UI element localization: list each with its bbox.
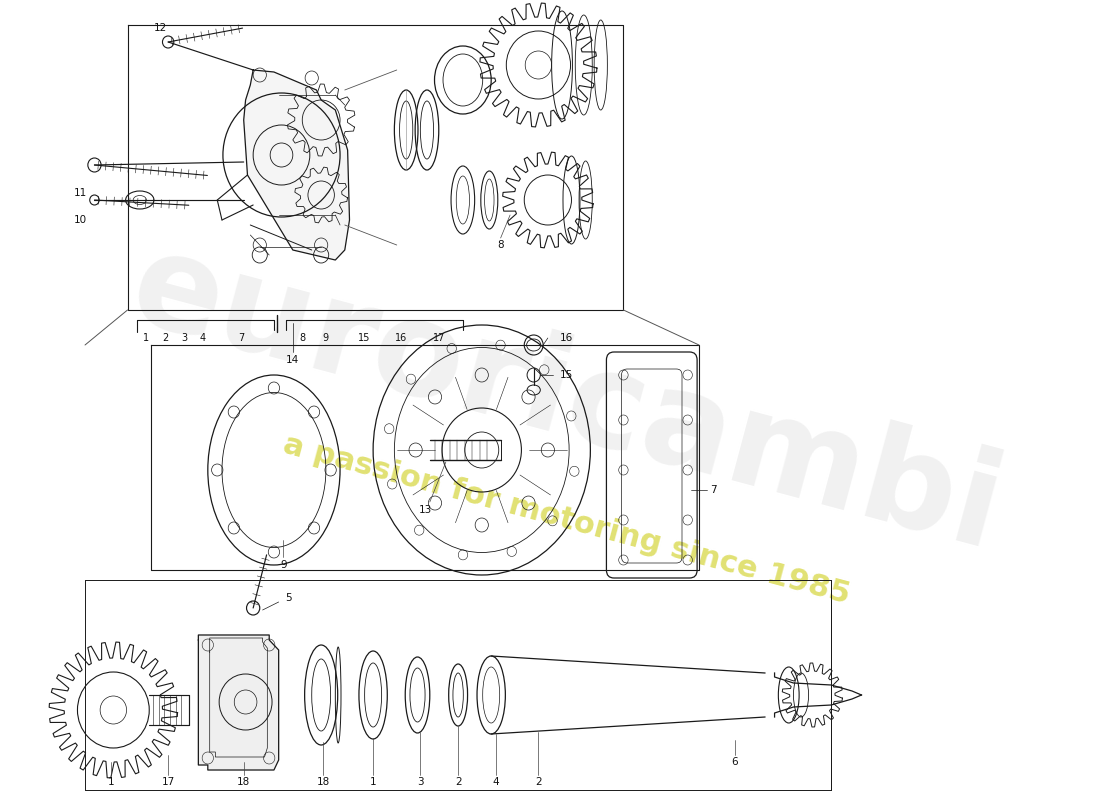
Text: 10: 10 [74, 215, 87, 225]
Text: 16: 16 [395, 333, 408, 343]
Text: 17: 17 [433, 333, 446, 343]
Text: 12: 12 [154, 23, 167, 33]
Text: 7: 7 [710, 485, 716, 495]
Text: 2: 2 [162, 333, 168, 343]
Text: 1: 1 [143, 333, 150, 343]
Text: 8: 8 [299, 333, 306, 343]
Text: 1: 1 [370, 777, 376, 787]
Text: 9: 9 [322, 333, 329, 343]
Text: 8: 8 [497, 240, 504, 250]
Text: 15: 15 [358, 333, 370, 343]
Text: 2: 2 [454, 777, 461, 787]
Text: 1: 1 [108, 777, 114, 787]
Text: 6: 6 [732, 757, 738, 767]
Text: 17: 17 [162, 777, 175, 787]
Text: 5: 5 [285, 593, 292, 603]
Text: 11: 11 [74, 188, 87, 198]
Text: euroricambi: euroricambi [119, 223, 1015, 577]
Text: 7: 7 [238, 333, 244, 343]
Polygon shape [198, 635, 278, 770]
Text: 4: 4 [200, 333, 206, 343]
Polygon shape [244, 70, 350, 260]
Text: 14: 14 [286, 355, 299, 365]
Text: a passion for motoring since 1985: a passion for motoring since 1985 [280, 430, 854, 610]
Text: 3: 3 [182, 333, 187, 343]
Text: 13: 13 [418, 505, 431, 515]
Text: 15: 15 [560, 370, 573, 380]
Text: 18: 18 [317, 777, 330, 787]
Text: 16: 16 [560, 333, 573, 343]
Text: 9: 9 [280, 560, 287, 570]
Text: 3: 3 [417, 777, 424, 787]
Text: 18: 18 [238, 777, 251, 787]
Text: 4: 4 [493, 777, 499, 787]
Text: 2: 2 [535, 777, 541, 787]
